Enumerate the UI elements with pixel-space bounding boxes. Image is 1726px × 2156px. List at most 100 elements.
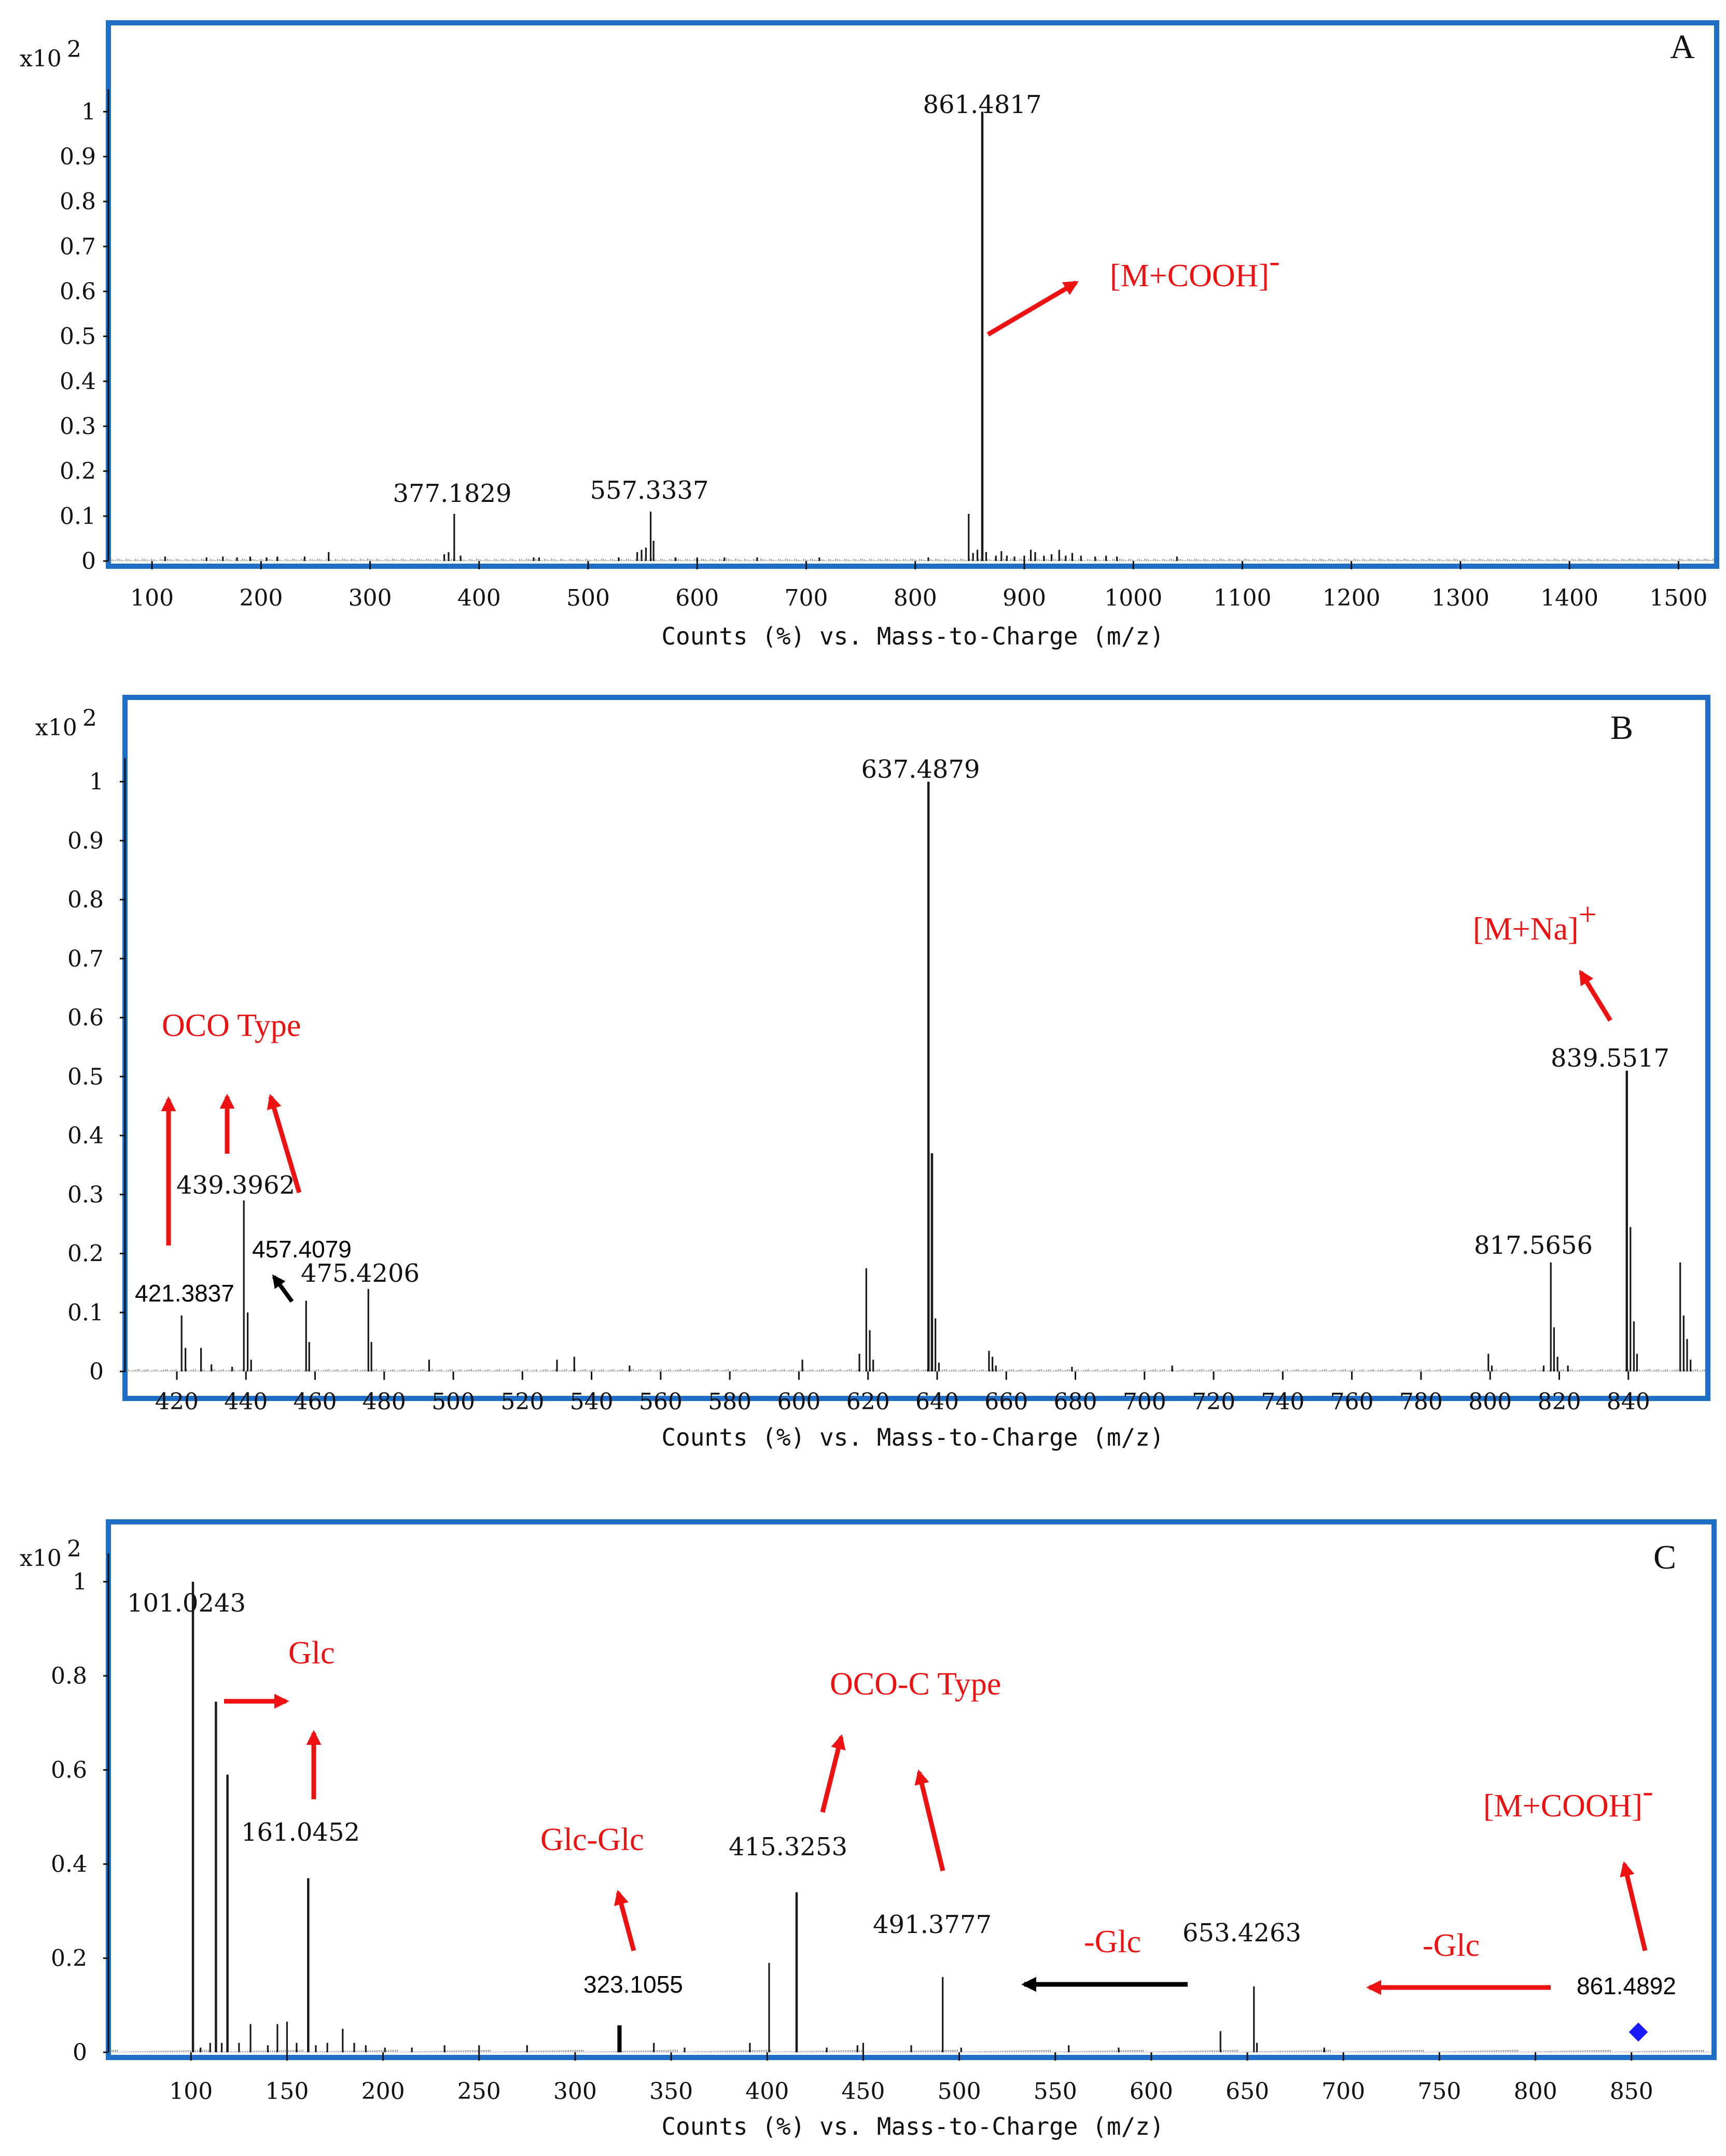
panel-b-peak-label: 457.4079 [252,1236,352,1263]
panel-b-peak-label: 637.4879 [861,755,980,784]
x-tick-label: 780 [1399,1389,1443,1415]
panel-b-arrow [267,1094,302,1194]
panel-b-frame [122,695,1710,1401]
x-tick-label: 400 [745,2078,789,2105]
y-tick-label: 0.3 [67,1182,104,1208]
x-tick-label: 200 [239,585,283,611]
x-tick-label: 840 [1607,1389,1650,1415]
x-tick-label: 420 [155,1389,199,1415]
y-tick-label: 1 [81,99,96,125]
y-tick-label: 0.6 [51,1757,87,1783]
panel-a-peak-label: 377.1829 [393,479,511,508]
panel-c-peak-label: 415.3253 [729,1832,847,1861]
x-tick-label: 540 [570,1389,614,1415]
panel-c-arrow [1620,1861,1648,1952]
panel-b-scale-main: x10 [35,715,77,741]
panel-b-peak-label: 475.4206 [301,1259,420,1288]
y-tick-label: 0.4 [67,1123,104,1149]
panel-b-peak-label: 421.3837 [135,1280,234,1307]
panel-c-letter: C [1653,1538,1676,1576]
x-tick-label: 520 [500,1389,544,1415]
baseline-noise [109,558,1714,561]
y-tick-label: 0.1 [60,503,96,529]
x-tick-label: 620 [846,1389,890,1415]
x-tick-label: 900 [1003,585,1046,611]
x-tick-label: 200 [361,2078,405,2105]
panel-c-annotation-glc: Glc [288,1635,335,1671]
y-tick-label: 1 [89,769,104,795]
panel-b-axes: 0 0.1 0.2 0.3 0.4 0.5 0.6 0.7 0.8 0.9 1 420 440 460 48… [67,758,1705,1415]
panel-c-annotation-m-cooh: [M+COOH]- [1483,1774,1653,1824]
panel-c-annotation-sup: - [1643,1774,1653,1809]
panel-c-peak-label: 323.1055 [583,1971,683,1998]
y-tick-label: 0.7 [67,946,104,972]
panel-a-annotation-m-cooh: [M+COOH]- [1110,244,1280,293]
y-tick-label: 0.6 [60,278,96,305]
y-tick-label: 0.7 [60,233,96,260]
diamond-marker-icon [1628,2022,1648,2042]
x-tick-label: 500 [938,2078,981,2105]
x-tick-label: 600 [1130,2078,1173,2105]
x-tick-label: 640 [915,1389,959,1415]
panel-a-arrow [986,281,1079,337]
y-tick-label: 0 [73,2039,87,2066]
x-tick-label: 800 [1468,1389,1512,1415]
panel-c-peak-label: 653.4263 [1182,1919,1301,1948]
y-tick-label: 0.2 [51,1945,87,1971]
x-tick-label: 100 [169,2078,213,2105]
panel-b-peak-label: 839.5517 [1551,1044,1669,1073]
y-tick-label: 0.2 [67,1241,104,1267]
x-tick-label: 300 [349,585,392,611]
x-tick-label: 760 [1330,1389,1374,1415]
panel-c-scale-main: x10 [20,1545,62,1572]
panel-c-arrow [614,1889,636,1952]
panel-b-annotation-main: [M+Na] [1473,912,1579,947]
panel-c-annotation-main: [M+COOH] [1483,1788,1643,1824]
panel-a-frame [106,20,1719,569]
y-tick-label: 0.9 [60,144,96,170]
x-tick-label: 740 [1261,1389,1304,1415]
x-tick-label: 820 [1537,1389,1581,1415]
panel-c-frame [106,1519,1717,2060]
panel-b-x-axis-title: Counts (%) vs. Mass-to-Charge (m/z) [661,1423,1164,1451]
x-tick-label: 550 [1034,2078,1077,2105]
x-tick-label: 580 [708,1389,751,1415]
x-tick-label: 680 [1054,1389,1097,1415]
y-tick-label: 0.5 [67,1063,104,1090]
panel-c: C x10 2 0 0.2 0.4 0.6 0.8 1 100 150 200 250 300 350 4… [20,1519,1717,2140]
x-tick-label: 1000 [1104,585,1162,611]
x-tick-label: 1100 [1213,585,1271,611]
x-tick-label: 660 [984,1389,1028,1415]
x-tick-label: 250 [457,2078,501,2105]
panel-c-arrow [820,1734,846,1813]
panel-b-peak-label: 817.5656 [1474,1231,1593,1260]
y-tick-label: 0 [89,1359,104,1385]
panel-c-annotation-glc-glc: Glc-Glc [540,1822,644,1857]
panel-c-annotation-minus-glc: -Glc [1423,1928,1480,1963]
panel-c-annotation-minus-glc: -Glc [1084,1924,1141,1959]
y-tick-label: 0.9 [67,828,104,854]
panel-c-peak-label: 101.0243 [127,1589,246,1618]
y-tick-label: 0.2 [60,458,96,485]
x-tick-label: 700 [785,585,828,611]
panel-b-scale-label: x10 2 [35,705,97,741]
y-tick-label: 0.8 [67,887,104,913]
x-tick-label: 600 [675,585,719,611]
panel-a-scale-label: x10 2 [20,36,81,72]
x-tick-label: 500 [566,585,610,611]
panel-a-letter: A [1670,28,1695,66]
x-tick-label: 450 [841,2078,885,2105]
panel-a-scale-main: x10 [20,46,62,72]
panel-b-scale-exp: 2 [82,705,97,732]
x-tick-label: 150 [265,2078,309,2105]
x-tick-label: 1500 [1649,585,1707,611]
panel-b-letter: B [1610,709,1633,747]
x-tick-label: 350 [649,2078,693,2105]
x-tick-label: 800 [1514,2078,1557,2105]
panel-b-peak-label: 439.3962 [176,1171,295,1200]
y-tick-label: 0.4 [51,1851,87,1878]
y-tick-label: 0.3 [60,413,96,440]
x-tick-label: 400 [457,585,501,611]
